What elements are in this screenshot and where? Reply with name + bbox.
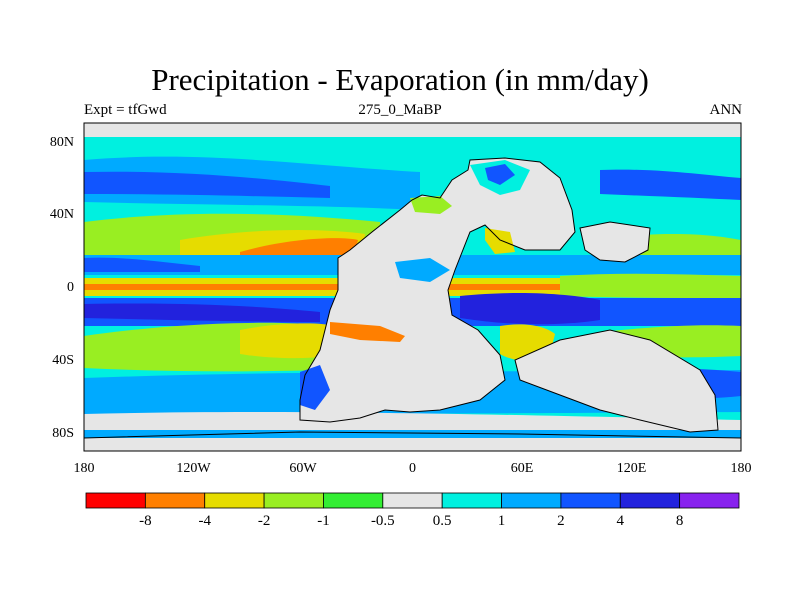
colorbar-label: -2 <box>258 513 271 529</box>
coastline-antarctica <box>84 431 741 439</box>
lon-tick-label: 0 <box>409 461 416 476</box>
lon-tick-label: 120W <box>176 461 211 476</box>
map-frame <box>83 122 742 452</box>
colorbar-box <box>560 492 621 509</box>
lon-tick-label: 180 <box>731 461 752 476</box>
colorbar-label: -1 <box>317 513 330 529</box>
lon-tick-labels: 180 120W 60W 0 60E 120E 180 <box>74 461 752 476</box>
band-itcz-south-core <box>84 303 320 322</box>
band-north-pacific-storm <box>600 169 741 200</box>
lat-tick-labels: 80N 40N 0 40S 80S <box>50 135 74 441</box>
colorbar-box <box>144 492 206 509</box>
inland-dry-strip <box>330 322 405 342</box>
lon-tick-label: 180 <box>74 461 95 476</box>
band-north-polar <box>84 123 741 137</box>
lat-tick-label: 80S <box>52 426 74 441</box>
colorbar-box <box>382 492 443 509</box>
band-itcz-north-core <box>84 257 200 272</box>
colorbar-box <box>85 492 146 509</box>
lat-tick-label: 0 <box>67 280 74 295</box>
continent-west <box>300 158 575 422</box>
continent-antarctica <box>84 438 741 451</box>
lon-tick-label: 120E <box>617 461 647 476</box>
colorbar-label: 2 <box>557 513 565 529</box>
continent-east <box>580 222 650 262</box>
lon-tick-label: 60W <box>289 461 317 476</box>
time-label: 275_0_MaBP <box>358 102 442 118</box>
colorbar-box <box>501 492 562 509</box>
band-antarctic-coast <box>84 430 741 438</box>
lat-tick-label: 40S <box>52 353 74 368</box>
band-indian-ocean-core <box>460 293 600 325</box>
inland-dry-north <box>410 196 452 214</box>
colorbar-label: -8 <box>139 513 152 529</box>
inland-south-wet <box>300 365 330 410</box>
inland-wet-mid <box>395 258 450 282</box>
coastline-west <box>299 157 576 423</box>
colorbar-box <box>263 492 324 509</box>
band-north-east-subtropics <box>640 233 741 262</box>
band-equator-east-green <box>560 273 741 298</box>
season-label: ANN <box>709 102 743 118</box>
colorbar-box <box>441 492 502 509</box>
plot-title: Precipitation - Evaporation (in mm/day) <box>151 62 649 97</box>
inland-dry-east <box>485 228 515 254</box>
band-north-storm-core <box>84 171 330 198</box>
colorbar-label: 1 <box>498 513 506 529</box>
colorbar-label: 8 <box>676 513 684 529</box>
experiment-label: Expt = tfGwd <box>84 102 167 118</box>
coastline-south-east <box>514 329 719 433</box>
inland-wet-north-core <box>485 164 515 185</box>
lon-tick-label: 60E <box>511 461 534 476</box>
colorbar-label: 4 <box>617 513 625 529</box>
lat-tick-label: 80N <box>50 135 74 150</box>
colorbar-box <box>204 492 265 509</box>
colorbar-label: -4 <box>198 513 211 529</box>
coastline-east <box>579 221 651 263</box>
colorbar-box <box>679 492 740 509</box>
continent-south-east <box>515 330 718 432</box>
band-south-subtropics-yellow <box>240 323 335 359</box>
lat-tick-label: 40N <box>50 207 74 222</box>
colorbar-label: 0.5 <box>433 513 452 529</box>
colorbar: -8 -4 -2 -1 -0.5 0.5 1 2 4 8 <box>85 492 740 529</box>
map-plot-area <box>84 123 741 451</box>
colorbar-box <box>323 492 384 509</box>
colorbar-label: -0.5 <box>371 513 395 529</box>
colorbar-box <box>619 492 681 509</box>
